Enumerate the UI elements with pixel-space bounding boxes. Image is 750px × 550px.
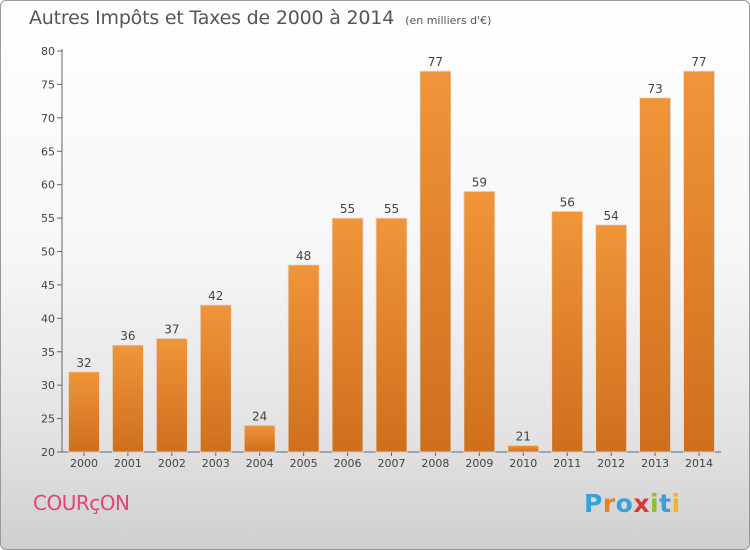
bar-2010 (507, 444, 540, 453)
data-label-2010: 21 (516, 429, 531, 443)
logo-letter: x (633, 489, 650, 518)
x-tick-label: 2004 (246, 457, 274, 470)
data-label-2003: 42 (208, 289, 223, 303)
proxiti-logo: Proxiti (584, 489, 681, 518)
bar-2000 (68, 371, 100, 453)
bar-2011 (551, 210, 584, 453)
y-tick-label: 35 (41, 346, 55, 359)
data-label-2013: 73 (647, 82, 662, 96)
x-tick-label: 2003 (202, 457, 230, 470)
x-tick-label: 2010 (509, 457, 537, 470)
logo-letter: P (584, 489, 603, 518)
y-tick-label: 25 (41, 413, 55, 426)
data-label-2012: 54 (604, 209, 619, 223)
data-label-2005: 48 (296, 249, 311, 263)
x-tick-label: 2007 (378, 457, 406, 470)
data-label-2001: 36 (120, 329, 135, 343)
bar-2004 (243, 424, 276, 453)
x-tick-label: 2005 (290, 457, 318, 470)
data-label-2014: 77 (691, 55, 706, 69)
data-label-2002: 37 (164, 322, 179, 336)
bar-2003 (199, 304, 232, 453)
bar-2007 (375, 217, 408, 453)
bar-2005 (287, 264, 320, 453)
x-tick-label: 2001 (114, 457, 142, 470)
x-tick-label: 2011 (553, 457, 581, 470)
y-tick-label: 40 (41, 312, 55, 325)
x-tick-label: 2012 (597, 457, 625, 470)
y-tick-label: 60 (41, 179, 55, 192)
bar-2001 (112, 344, 144, 453)
bar-2012 (595, 224, 628, 453)
logo-letter: t (659, 489, 672, 518)
chart-title: Autres Impôts et Taxes de 2000 à 2014 (29, 7, 395, 29)
data-label-2009: 59 (472, 175, 487, 189)
data-label-2000: 32 (76, 356, 91, 370)
bar-2009 (463, 190, 496, 453)
data-label-2008: 77 (428, 55, 443, 69)
x-tick-label: 2006 (334, 457, 362, 470)
data-label-2004: 24 (252, 409, 267, 423)
bar-2013 (639, 97, 671, 453)
data-label-2006: 55 (340, 202, 355, 216)
x-tick-label: 2000 (70, 457, 98, 470)
data-labels: 32 36 37 42 24 48 55 55 77 59 21 56 54 73 77 (76, 55, 706, 443)
bars (68, 70, 715, 453)
y-tick-label: 45 (41, 279, 55, 292)
x-tick-label: 2002 (158, 457, 186, 470)
town-name: COURçON (33, 491, 130, 515)
logo-letter: i (650, 489, 660, 518)
bar-2008 (419, 70, 452, 453)
y-tick-label: 75 (41, 78, 55, 91)
logo-letter: o (615, 489, 634, 518)
bar-2014 (683, 70, 715, 453)
x-tick-label: 2013 (641, 457, 669, 470)
y-tick-label: 55 (41, 212, 55, 225)
x-tick-label: 2008 (421, 457, 449, 470)
y-tick-label: 20 (41, 446, 55, 459)
bar-2006 (331, 217, 364, 453)
bar-2002 (155, 337, 188, 453)
y-tick-label: 30 (41, 379, 55, 392)
y-tick-label: 65 (41, 145, 55, 158)
x-tick-label: 2009 (465, 457, 493, 470)
y-tick-label: 50 (41, 246, 55, 259)
chart-subtitle: (en milliers d'€) (405, 14, 492, 27)
x-tick-label: 2014 (685, 457, 713, 470)
data-label-2011: 56 (560, 195, 575, 209)
y-tick-label: 80 (41, 45, 55, 58)
title-row: Autres Impôts et Taxes de 2000 à 2014 (e… (29, 7, 491, 29)
logo-letter: r (602, 489, 616, 518)
data-label-2007: 55 (384, 202, 399, 216)
logo-letter: i (671, 489, 681, 518)
y-tick-label: 70 (41, 112, 55, 125)
